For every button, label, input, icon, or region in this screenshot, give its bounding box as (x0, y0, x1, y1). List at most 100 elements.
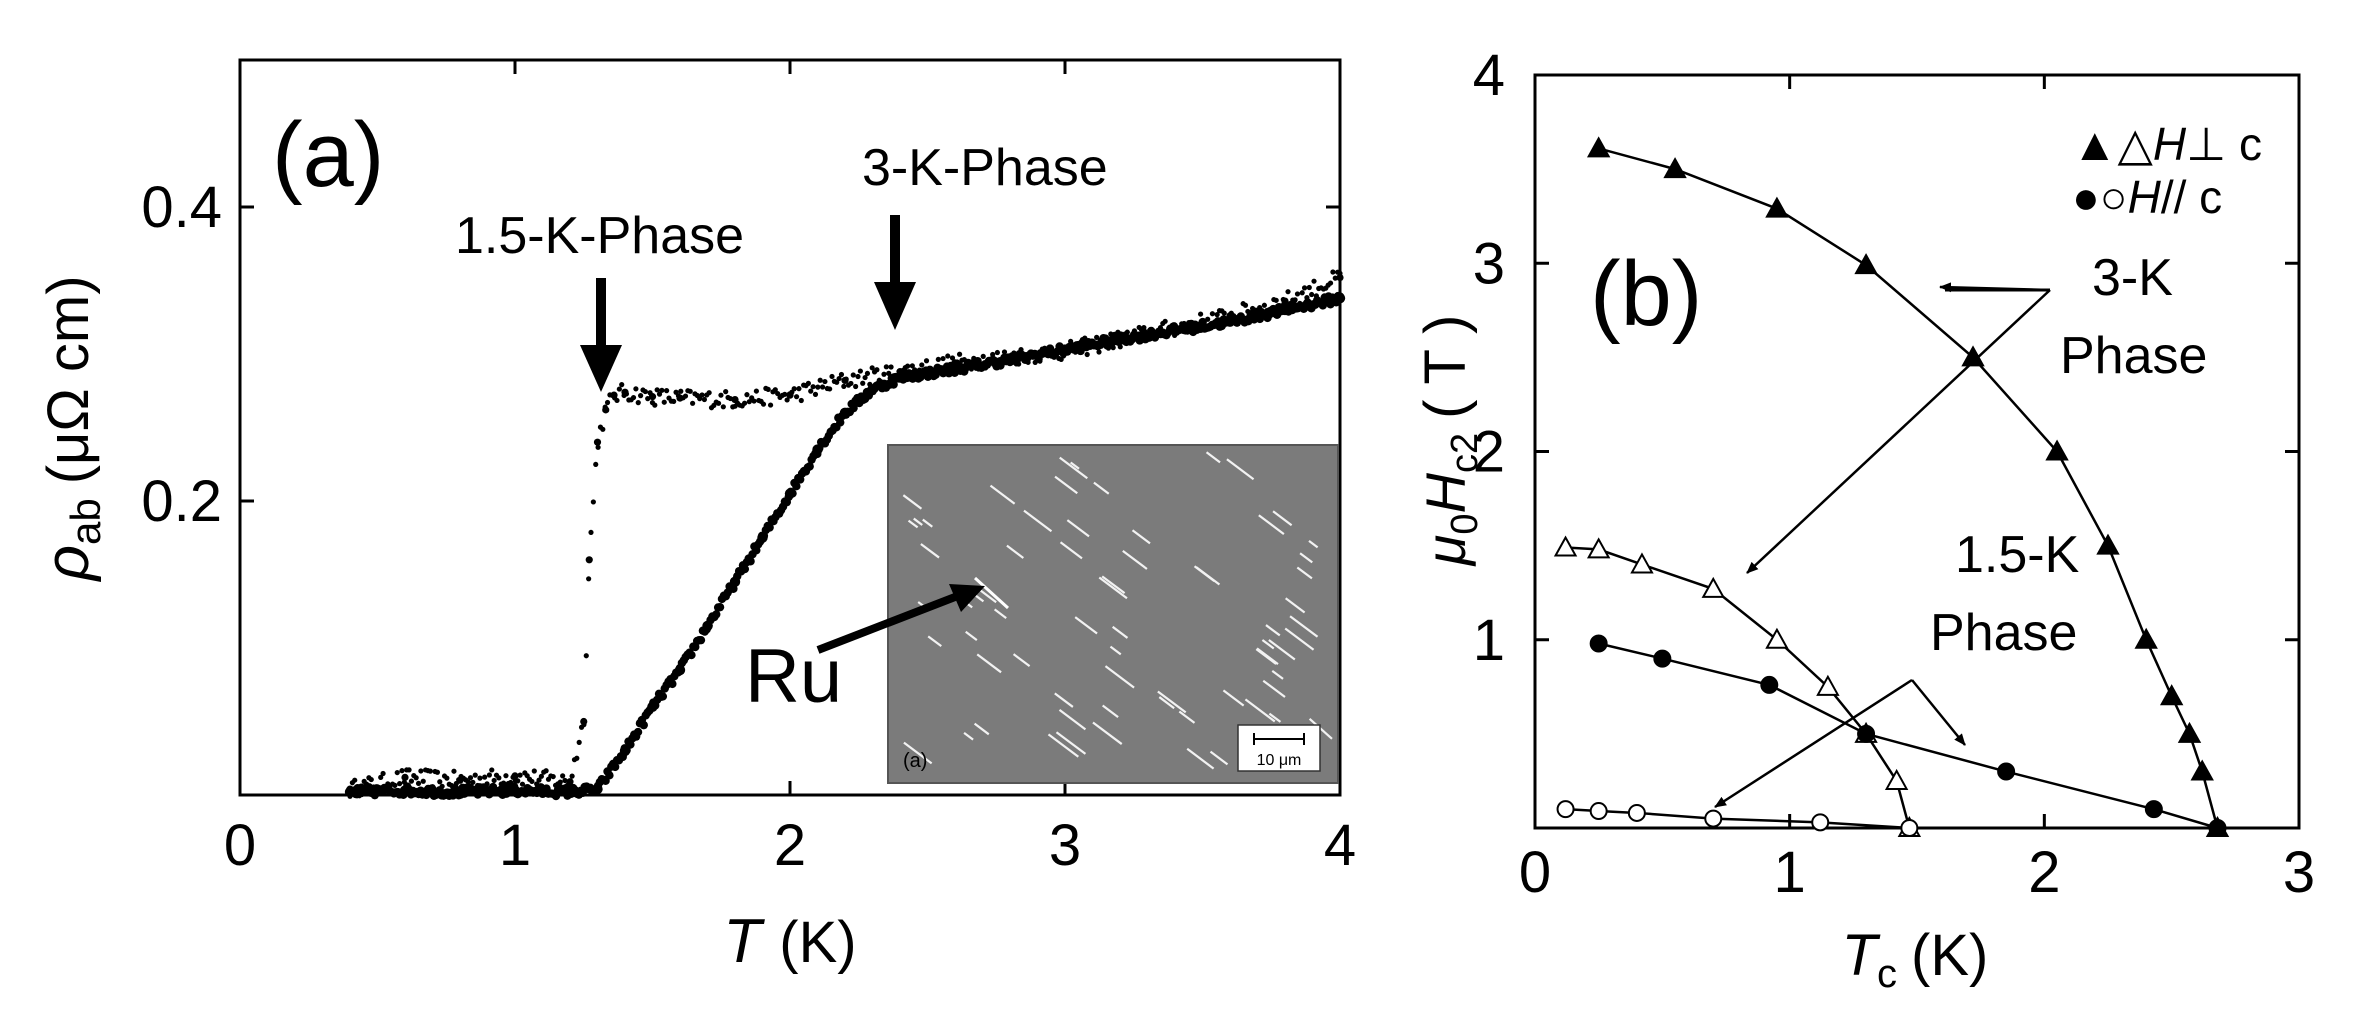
data-point-1-5k-sample (888, 364, 894, 370)
data-point-1-5k-sample (413, 775, 419, 781)
data-point-1-5k-sample (956, 351, 963, 357)
data-point-1-5k-sample (834, 379, 840, 385)
inset-streak (1131, 529, 1151, 545)
data-point-3k-sample (633, 727, 643, 737)
data-point-1-5k-sample (817, 377, 823, 383)
series-line-2 (1598, 642, 2218, 830)
data-point-3k-sample (746, 557, 755, 566)
inset-streak (979, 589, 997, 604)
data-point-1-5k-sample (496, 775, 502, 781)
series-marker-0 (2134, 627, 2158, 649)
data-point-1-5k-sample (352, 777, 358, 783)
data-point-1-5k-sample (841, 383, 847, 389)
data-point-1-5k-sample (642, 388, 648, 395)
inset-streak (1178, 710, 1196, 724)
series-marker-0 (1854, 253, 1878, 275)
series-marker-0 (2190, 759, 2214, 781)
data-point-1-5k-sample (990, 351, 996, 358)
inset-streak (989, 484, 1016, 505)
data-point-1-5k-sample (829, 373, 835, 380)
data-point-3k-sample (712, 610, 721, 619)
annotation-1-5k-phase-b-line1: 1.5-K (1955, 526, 2080, 584)
inset-streak (1205, 451, 1221, 464)
data-point-1-5k-sample (585, 556, 593, 564)
inset-streak (976, 653, 1002, 674)
data-point-1-5k-sample (569, 773, 575, 779)
data-point-3k-sample (618, 752, 627, 762)
data-point-1-5k-sample (1214, 312, 1220, 318)
data-point-3k-sample (765, 523, 774, 532)
panel-b-x-axis-title: Tc (K) (1842, 923, 1989, 996)
data-point-1-5k-sample (767, 402, 774, 408)
data-point-3k-sample (658, 692, 668, 701)
data-point-1-5k-sample (1332, 275, 1338, 281)
data-point-1-5k-sample (664, 388, 670, 394)
data-point-1-5k-sample (1311, 278, 1317, 284)
data-point-1-5k-sample (588, 529, 594, 536)
data-point-1-5k-sample (1094, 334, 1100, 340)
data-point-1-5k-sample (815, 384, 821, 390)
inset-streak (1093, 481, 1110, 495)
inset-streak (1268, 639, 1296, 661)
inset-streak (1098, 576, 1128, 600)
data-point-1-5k-sample (656, 391, 663, 397)
data-point-1-5k-sample (949, 355, 956, 361)
inset-streak (1023, 509, 1053, 533)
inset-streak (1284, 597, 1306, 614)
series-marker-0 (2096, 533, 2120, 555)
data-point-3k-sample (639, 720, 648, 730)
inset-streak (1055, 731, 1087, 755)
panel-b-x-tick-label: 0 (1519, 840, 1551, 905)
panel-b-x-tick-label: 1 (1774, 840, 1806, 905)
data-point-1-5k-sample (519, 781, 526, 787)
data-point-1-5k-sample (614, 397, 620, 404)
inset-streak (903, 741, 933, 765)
data-point-1-5k-sample (1221, 310, 1227, 316)
series-marker-1 (1884, 768, 1909, 790)
panel-b-series (1553, 136, 2230, 837)
data-point-1-5k-sample (805, 380, 811, 386)
data-point-1-5k-sample (616, 386, 622, 392)
series-marker-3 (1811, 813, 1830, 832)
annotation-3k-phase: 3-K-Phase (862, 139, 1108, 197)
panel-a-y-axis-title: ρab(μΩ cm) (33, 275, 109, 582)
inset-streak (1047, 733, 1079, 758)
series-marker-2 (2144, 800, 2163, 819)
data-point-1-5k-sample (812, 391, 819, 397)
panel-b-y-tick-label: 4 (1473, 43, 1505, 108)
inset-streak (1111, 625, 1129, 639)
series-marker-2 (2208, 819, 2227, 837)
data-point-1-5k-sample (465, 779, 471, 785)
inset-streak (1308, 540, 1319, 549)
inset-streak (902, 494, 923, 510)
data-point-1-5k-sample (635, 400, 641, 406)
data-point-1-5k-sample (437, 779, 443, 785)
series-marker-3 (1589, 802, 1608, 821)
data-point-1-5k-sample (444, 775, 450, 781)
data-point-1-5k-sample (406, 767, 412, 773)
data-point-1-5k-sample (744, 392, 750, 398)
data-point-1-5k-sample (378, 774, 384, 780)
data-point-1-5k-sample (980, 353, 986, 359)
data-point-1-5k-sample (420, 778, 426, 784)
inset-streak (1157, 690, 1187, 714)
data-point-1-5k-sample (905, 363, 911, 369)
series-marker-1 (1765, 627, 1789, 649)
inset-streak (1059, 541, 1083, 560)
data-point-1-5k-sample (819, 384, 826, 390)
data-point-1-5k-sample (1273, 297, 1279, 303)
inset-label: (a) (903, 750, 927, 772)
inset-streak (1101, 575, 1126, 595)
data-point-1-5k-sample (574, 755, 580, 761)
data-point-1-5k-sample (772, 387, 778, 393)
inset-streak (920, 543, 940, 559)
inset-streak (1255, 648, 1277, 665)
data-point-1-5k-sample (923, 358, 930, 364)
data-point-3k-sample (605, 771, 614, 780)
data-point-1-5k-sample (1280, 296, 1286, 303)
data-point-1-5k-sample (654, 387, 660, 393)
data-point-1-5k-sample (753, 388, 759, 394)
data-point-1-5k-sample (638, 393, 644, 399)
data-point-1-5k-sample (751, 398, 757, 404)
data-point-1-5k-sample (782, 391, 788, 397)
